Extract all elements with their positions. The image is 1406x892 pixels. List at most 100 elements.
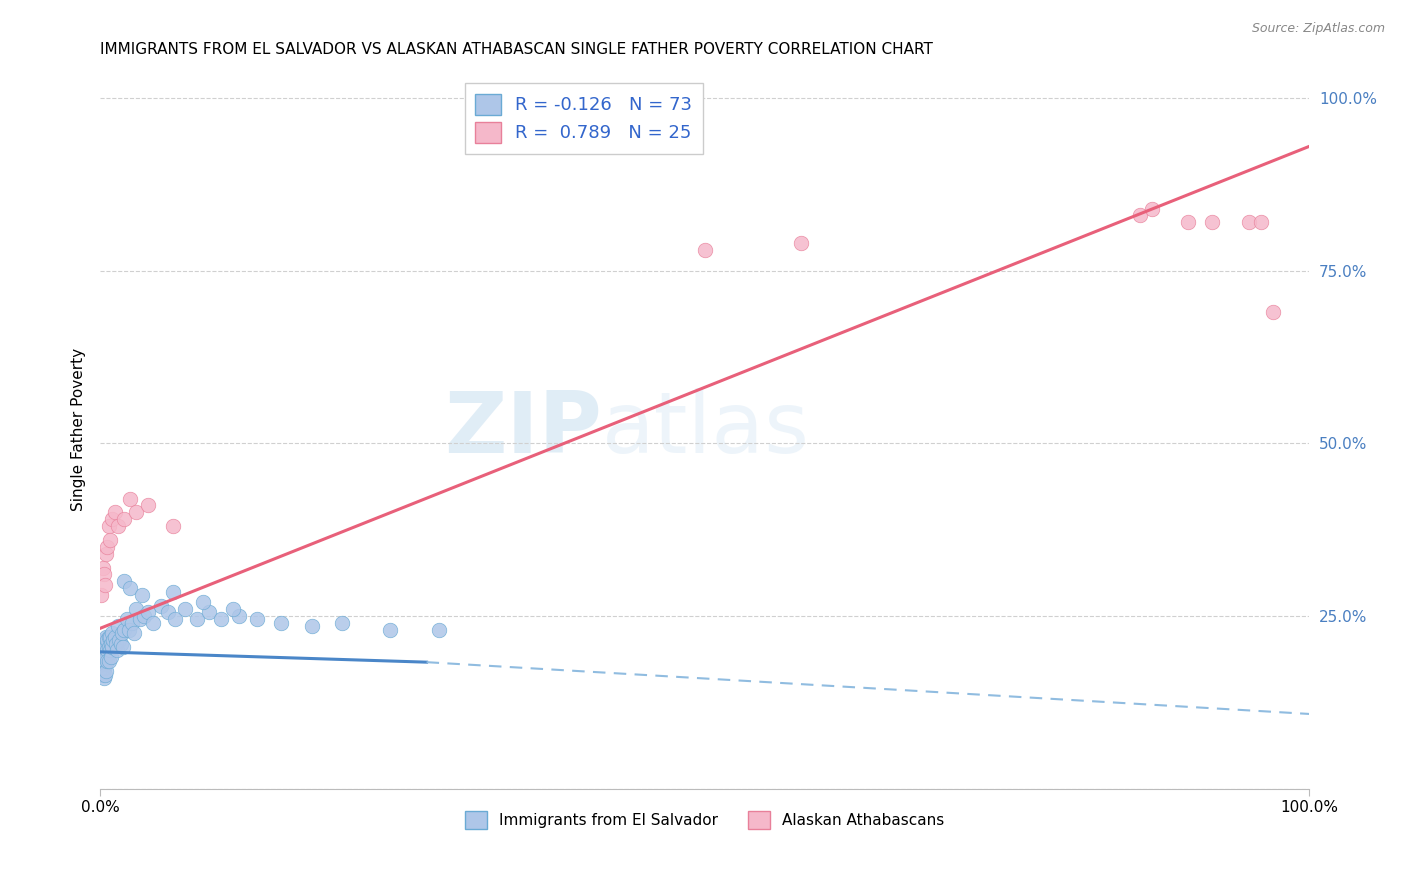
Point: [120, 582, 142, 596]
Point: [90, 661, 112, 675]
Point: [330, 615, 353, 630]
Point: [100, 650, 122, 665]
Point: [110, 636, 132, 650]
Text: ZIP: ZIP: [444, 388, 602, 471]
Point: [94, 578, 117, 592]
Point: [301, 619, 323, 633]
Point: [1201, 215, 1223, 229]
Point: [1237, 215, 1260, 229]
Point: [98, 630, 121, 644]
Point: [93, 636, 115, 650]
Point: [105, 643, 128, 657]
Point: [94, 643, 117, 657]
Point: [93, 567, 115, 582]
Point: [91, 661, 114, 675]
Point: [156, 606, 179, 620]
Point: [107, 619, 129, 633]
Point: [97, 654, 120, 668]
Point: [107, 519, 129, 533]
Point: [1129, 209, 1152, 223]
Text: Source: ZipAtlas.com: Source: ZipAtlas.com: [1251, 22, 1385, 36]
Point: [1177, 215, 1199, 229]
Point: [112, 574, 135, 589]
Point: [198, 606, 221, 620]
Point: [93, 654, 115, 668]
Point: [98, 533, 121, 547]
Point: [96, 664, 118, 678]
Point: [112, 623, 135, 637]
Point: [115, 612, 138, 626]
Point: [96, 643, 118, 657]
Legend: Immigrants from El Salvador, Alaskan Athabascans: Immigrants from El Salvador, Alaskan Ath…: [458, 805, 950, 835]
Point: [96, 650, 118, 665]
Point: [91, 654, 114, 668]
Point: [125, 602, 148, 616]
Point: [122, 626, 145, 640]
Point: [209, 612, 232, 626]
Point: [228, 608, 250, 623]
Point: [104, 505, 127, 519]
Point: [162, 584, 184, 599]
Point: [118, 623, 141, 637]
Point: [191, 595, 214, 609]
Point: [270, 615, 292, 630]
Point: [96, 547, 118, 561]
Point: [97, 630, 120, 644]
Point: [98, 643, 121, 657]
Point: [96, 640, 118, 654]
Point: [427, 623, 450, 637]
Y-axis label: Single Father Poverty: Single Father Poverty: [72, 348, 86, 511]
Point: [138, 606, 160, 620]
Point: [97, 640, 120, 654]
Point: [96, 654, 118, 668]
Point: [97, 519, 120, 533]
Point: [162, 519, 184, 533]
Point: [111, 626, 134, 640]
Point: [90, 588, 112, 602]
Point: [131, 588, 153, 602]
Point: [173, 602, 195, 616]
Point: [104, 630, 127, 644]
Point: [790, 235, 813, 250]
Point: [94, 667, 117, 681]
Point: [90, 647, 112, 661]
Point: [142, 615, 165, 630]
Point: [112, 512, 135, 526]
Point: [380, 623, 402, 637]
Point: [1250, 215, 1272, 229]
Point: [149, 599, 172, 613]
Point: [104, 636, 127, 650]
Point: [132, 608, 155, 623]
Point: [94, 633, 117, 648]
Point: [90, 654, 112, 668]
Point: [100, 636, 122, 650]
Point: [93, 643, 115, 657]
Point: [125, 505, 148, 519]
Point: [96, 630, 118, 644]
Point: [165, 612, 187, 626]
Text: IMMIGRANTS FROM EL SALVADOR VS ALASKAN ATHABASCAN SINGLE FATHER POVERTY CORRELAT: IMMIGRANTS FROM EL SALVADOR VS ALASKAN A…: [100, 42, 934, 57]
Point: [108, 633, 131, 648]
Point: [1140, 202, 1163, 216]
Point: [246, 612, 269, 626]
Point: [1261, 305, 1284, 319]
Point: [90, 643, 112, 657]
Point: [120, 491, 142, 506]
Point: [129, 612, 152, 626]
Point: [91, 647, 114, 661]
Point: [101, 626, 124, 640]
Point: [94, 654, 117, 668]
Point: [101, 512, 124, 526]
Point: [93, 671, 115, 685]
Point: [101, 640, 124, 654]
Text: atlas: atlas: [602, 388, 810, 471]
Point: [96, 540, 118, 554]
Point: [103, 633, 125, 648]
Point: [121, 615, 143, 630]
Point: [138, 499, 160, 513]
Point: [693, 243, 716, 257]
Point: [91, 640, 114, 654]
Point: [222, 602, 245, 616]
Point: [186, 612, 208, 626]
Point: [91, 560, 114, 574]
